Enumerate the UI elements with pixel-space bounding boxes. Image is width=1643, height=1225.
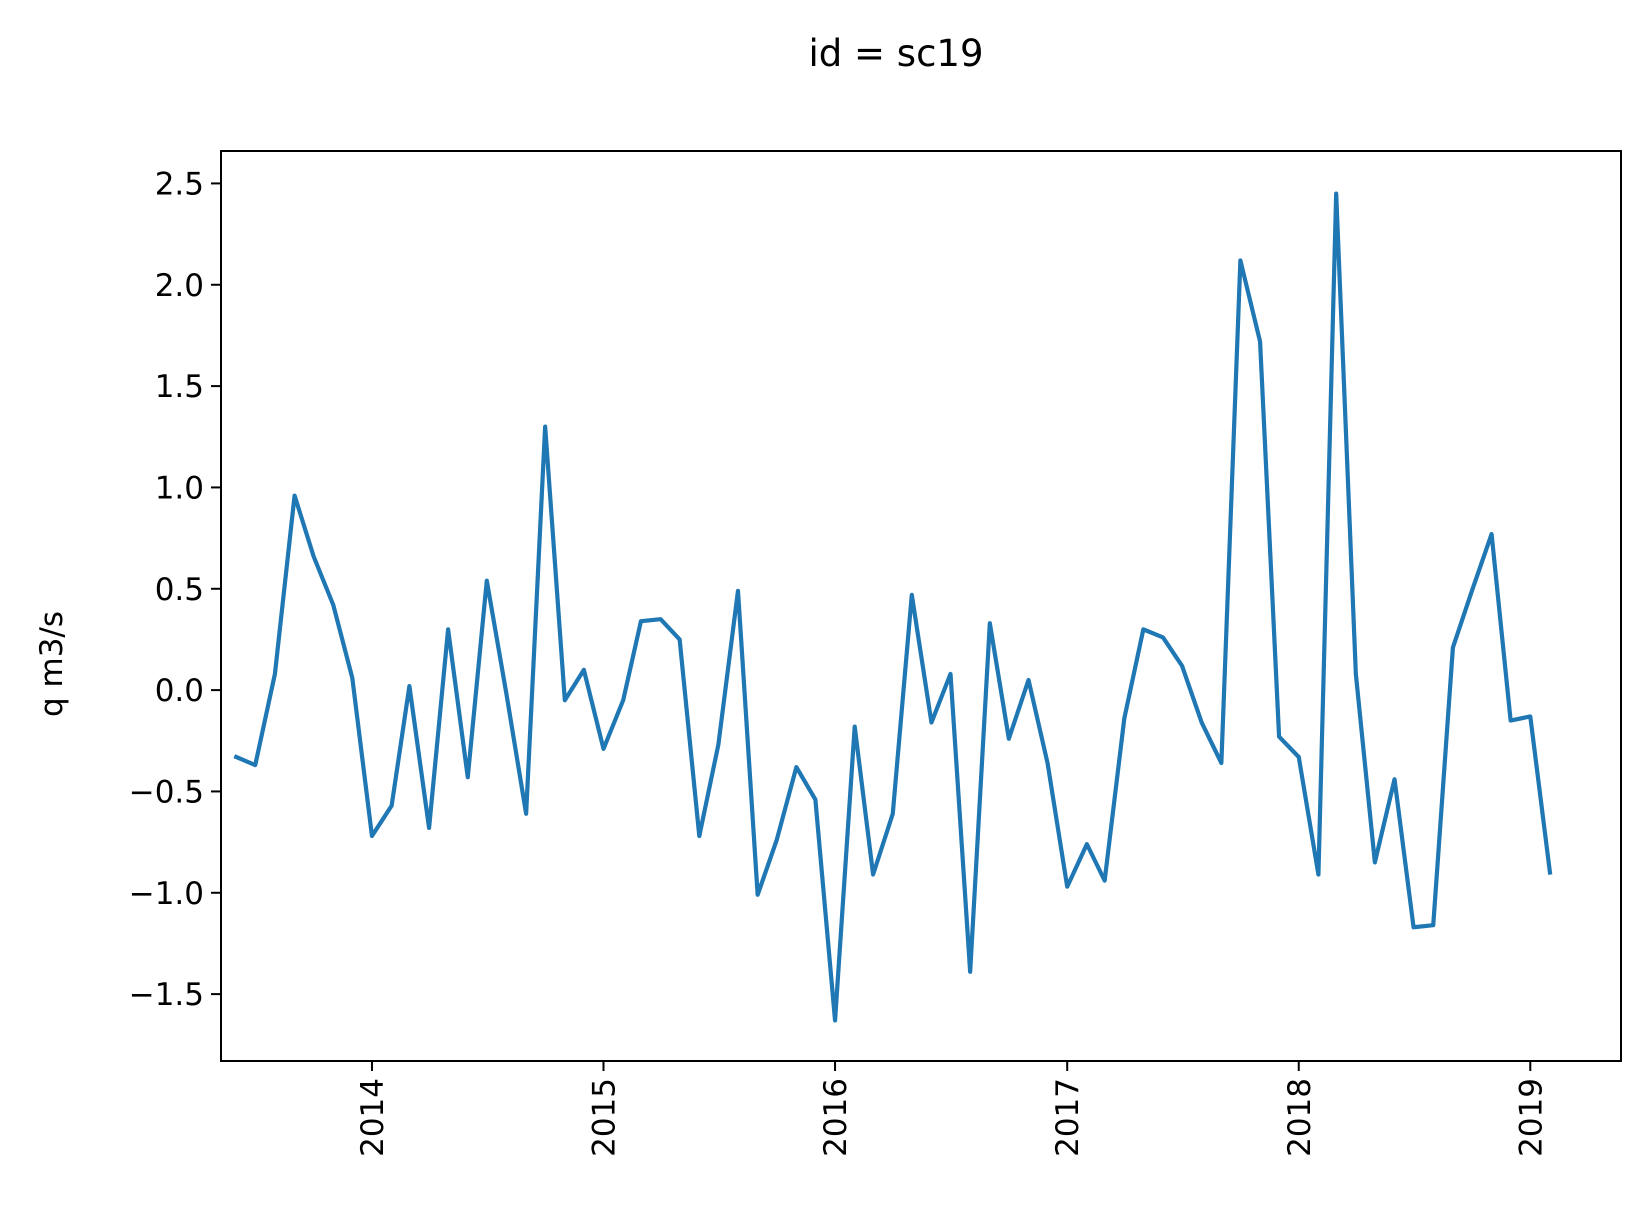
y-tick-label: −0.5 [129,774,204,810]
y-tick-label: 1.5 [155,369,204,405]
y-tick-label: 0.5 [155,572,204,608]
x-tick-label: 2015 [587,1078,623,1157]
chart-title: id = sc19 [809,32,984,75]
y-axis-label: q m3/s [34,611,70,717]
x-tick-label: 2019 [1513,1078,1549,1157]
y-tick-label: 2.0 [155,268,204,304]
y-tick-label: 2.5 [155,166,204,202]
y-tick-label: −1.5 [129,977,204,1013]
series-line-0 [236,194,1550,1021]
x-tick-label: 2018 [1282,1078,1318,1157]
x-tick-label: 2016 [818,1078,854,1157]
plot-frame [221,151,1621,1061]
x-tick-label: 2014 [355,1078,391,1157]
y-tick-label: −1.0 [129,876,204,912]
plot-area: 2.5 2.0 1.5 1.0 0.5 0.0 −0.5 −1.0 −1.5 2014 2015 20… [129,151,1621,1157]
x-tick-label: 2017 [1050,1078,1086,1157]
y-tick-label: 1.0 [155,470,204,506]
y-tick-label: 0.0 [155,673,204,709]
